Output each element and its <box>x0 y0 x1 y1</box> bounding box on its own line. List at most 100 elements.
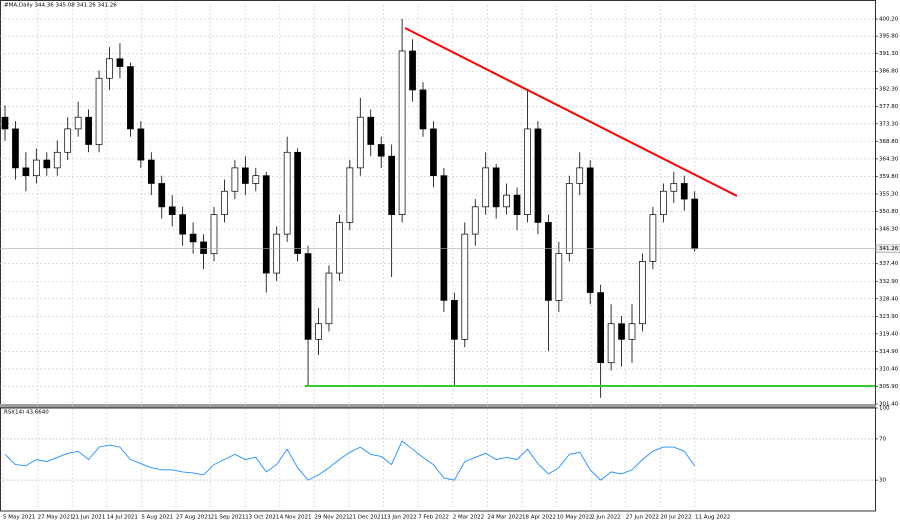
x-tick-label: 10 May 2022 <box>557 515 593 521</box>
candle-body <box>74 116 82 130</box>
candle-body <box>304 253 312 340</box>
candle-body <box>1 116 9 130</box>
candle-body <box>398 50 406 215</box>
candle-body <box>440 175 448 301</box>
candle-body <box>262 175 270 274</box>
candle-body <box>471 206 479 235</box>
y-tick-label: 377.80 <box>879 104 899 110</box>
candle-body <box>147 159 155 184</box>
x-tick-label: 7 Feb 2022 <box>418 515 449 521</box>
panel-separator <box>0 404 876 408</box>
candle-body <box>461 233 469 340</box>
candle-body <box>409 50 416 91</box>
candle-body <box>356 116 364 169</box>
candle-body <box>545 222 552 301</box>
x-tick-label: 24 Mar 2022 <box>487 515 522 521</box>
candle-body <box>252 175 260 184</box>
candle-body <box>168 206 176 215</box>
candle-body <box>336 222 343 274</box>
candle-body <box>388 155 395 215</box>
y-tick-label: 328.40 <box>879 296 899 302</box>
y-tick-label: 400.20 <box>879 17 899 23</box>
candle-body <box>503 194 510 208</box>
candle-body <box>53 151 61 169</box>
y-tick-label: 337.40 <box>879 261 899 267</box>
y-tick-label: 386.80 <box>879 69 899 75</box>
last-price-box <box>875 244 900 253</box>
y-tick-label: 368.80 <box>879 139 899 145</box>
candle-body <box>22 167 30 177</box>
y-tick-label: 359.80 <box>879 174 899 180</box>
candle-body <box>659 190 667 215</box>
plot-layer: 400.20 395.80 391.30 386.80 382.30 377.80 373.… <box>0 5 900 521</box>
candle-body <box>283 151 291 235</box>
candle-body <box>430 128 437 177</box>
y-tick-label: 355.30 <box>879 191 899 197</box>
x-tick-label: 21 Sep 2021 <box>211 515 246 521</box>
candle-body <box>43 159 51 169</box>
rsi-line <box>4 440 696 481</box>
y-tick-label: 314.90 <box>879 349 899 355</box>
candle-body <box>565 183 573 254</box>
candle-body <box>231 167 239 192</box>
y-tick-label: 382.30 <box>879 86 899 92</box>
x-tick-label: 20 Jul 2022 <box>660 515 691 521</box>
candle-body <box>524 128 531 215</box>
candle-body <box>586 167 594 293</box>
candle-body <box>116 58 124 67</box>
candle-body <box>482 167 490 208</box>
candle-body <box>221 190 228 215</box>
y-tick-label: 319.40 <box>879 331 899 337</box>
y-tick-label: 100 <box>879 406 890 412</box>
x-tick-label: 27 Aug 2021 <box>176 515 211 521</box>
x-tick-label: 21 Jun 2021 <box>72 515 105 521</box>
candle-body <box>555 253 563 301</box>
x-tick-label: 13 Jan 2022 <box>384 515 417 521</box>
candle-body <box>85 116 92 145</box>
candle-body <box>649 214 657 262</box>
candle-body <box>618 323 625 340</box>
candle-body <box>273 233 281 274</box>
candle-body <box>64 128 72 153</box>
candle-body <box>242 167 249 184</box>
candle-body <box>451 300 458 340</box>
y-tick-label: 395.80 <box>879 34 899 40</box>
x-tick-label: 27 Jun 2022 <box>626 515 659 521</box>
x-tick-label: 29 Nov 2021 <box>314 515 349 521</box>
y-tick-label: 301.40 <box>879 402 899 408</box>
x-tick-label: 27 May 2021 <box>38 515 74 521</box>
candle-body <box>670 183 678 192</box>
candle-body <box>534 128 542 223</box>
rsi-panel-title: RSI(14) 43.6640 <box>4 410 49 416</box>
x-tick-label: 18 Apr 2022 <box>522 515 556 521</box>
y-tick-label: 364.30 <box>879 156 899 162</box>
candle-body <box>325 272 333 325</box>
y-tick-label: 391.30 <box>879 51 899 57</box>
candle-body <box>691 198 699 250</box>
candle-body <box>200 241 207 254</box>
y-tick-label: 70 <box>879 436 886 442</box>
candle-body <box>597 292 605 364</box>
candle-body <box>12 128 19 169</box>
x-tick-label: 2 Jun 2022 <box>591 515 621 521</box>
x-tick-label: 14 Jul 2021 <box>107 515 138 521</box>
candle-body <box>377 144 385 157</box>
x-tick-label: 21 Dec 2021 <box>349 515 384 521</box>
candle-body <box>210 214 218 254</box>
candle-body <box>639 261 646 325</box>
candle-body <box>576 167 584 184</box>
candle-body <box>137 128 145 161</box>
candle-body <box>32 159 40 177</box>
candle-body <box>680 183 688 200</box>
candle-body <box>492 167 500 208</box>
last-price-label: 341.26 <box>879 246 899 252</box>
candle-body <box>189 233 197 243</box>
candle-body <box>158 183 166 208</box>
price-panel-title: #MA,Daily 344.36 345.08 341.26 341.26 <box>4 3 117 9</box>
candle-body <box>367 116 375 145</box>
y-tick-label: 346.30 <box>879 227 899 233</box>
x-tick-label: 5 May 2021 <box>3 515 35 521</box>
y-tick-label: 310.40 <box>879 366 899 372</box>
rsi-panel-frame <box>0 407 876 512</box>
